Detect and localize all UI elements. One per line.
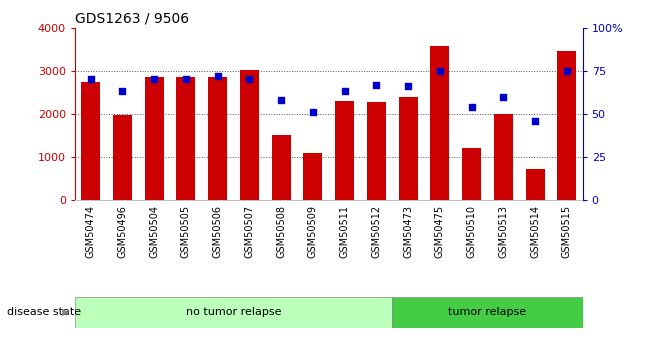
Point — [212, 73, 223, 79]
Point — [371, 82, 381, 87]
Bar — [335, 101, 354, 200]
Point — [149, 77, 159, 82]
Point — [117, 89, 128, 94]
Text: GDS1263 / 9506: GDS1263 / 9506 — [75, 11, 189, 25]
Text: no tumor relapse: no tumor relapse — [186, 307, 281, 317]
Text: ▶: ▶ — [62, 307, 70, 317]
Text: GSM50511: GSM50511 — [340, 205, 350, 258]
Point — [244, 77, 255, 82]
Text: GSM50475: GSM50475 — [435, 205, 445, 258]
Bar — [208, 77, 227, 200]
Text: GSM50515: GSM50515 — [562, 205, 572, 258]
Point — [435, 68, 445, 73]
Point — [339, 89, 350, 94]
Bar — [303, 152, 322, 200]
Text: GSM50506: GSM50506 — [213, 205, 223, 258]
Text: GSM50504: GSM50504 — [149, 205, 159, 258]
Bar — [430, 46, 449, 200]
Point — [181, 77, 191, 82]
Point — [498, 94, 508, 99]
Text: GSM50514: GSM50514 — [530, 205, 540, 258]
Point — [85, 77, 96, 82]
Text: GSM50508: GSM50508 — [276, 205, 286, 258]
Bar — [113, 115, 132, 200]
Text: GSM50474: GSM50474 — [86, 205, 96, 258]
Bar — [367, 102, 386, 200]
Bar — [240, 70, 259, 200]
Bar — [81, 81, 100, 200]
Text: tumor relapse: tumor relapse — [449, 307, 527, 317]
Bar — [271, 135, 290, 200]
Point — [276, 97, 286, 103]
Point — [403, 83, 413, 89]
Bar — [75, 297, 392, 328]
Bar — [493, 114, 513, 200]
Bar — [398, 97, 418, 200]
Text: GSM50513: GSM50513 — [498, 205, 508, 258]
Text: GSM50496: GSM50496 — [117, 205, 128, 258]
Point — [530, 118, 540, 124]
Bar — [145, 77, 164, 200]
Text: GSM50473: GSM50473 — [403, 205, 413, 258]
Text: GSM50505: GSM50505 — [181, 205, 191, 258]
Text: GSM50512: GSM50512 — [371, 205, 381, 258]
Text: disease state: disease state — [7, 307, 81, 317]
Bar — [176, 77, 195, 200]
Point — [308, 109, 318, 115]
Text: GSM50507: GSM50507 — [244, 205, 255, 258]
Bar — [525, 169, 544, 200]
Point — [562, 68, 572, 73]
Text: GSM50510: GSM50510 — [467, 205, 477, 258]
Bar — [462, 148, 481, 200]
Bar — [557, 51, 576, 200]
Point — [466, 104, 477, 110]
Text: GSM50509: GSM50509 — [308, 205, 318, 258]
Bar — [392, 297, 583, 328]
